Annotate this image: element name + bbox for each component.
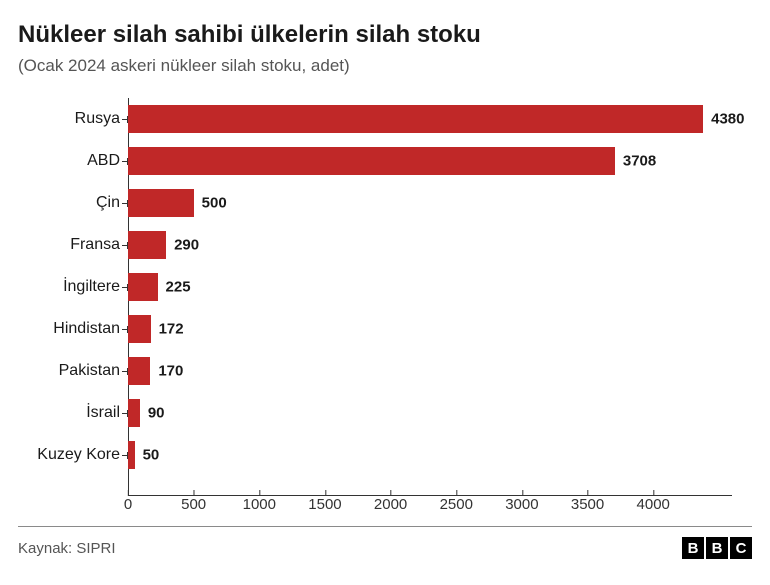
bar-category-label: Pakistan — [18, 362, 122, 380]
chart-footer: Kaynak: SIPRI BBC — [18, 526, 752, 559]
bar-value-label: 500 — [202, 195, 227, 212]
bar-fill — [128, 273, 158, 301]
bar-value-label: 4380 — [711, 111, 744, 128]
bar-value-label: 170 — [158, 363, 183, 380]
logo-block: B — [682, 537, 704, 559]
bar-series: Rusya 4380 ABD 3708 Çin 500 Fransa 290 İngiltere… — [18, 98, 752, 476]
bar-category-label: İngiltere — [18, 278, 122, 296]
bar-fill — [128, 189, 194, 217]
bar-fill — [128, 105, 703, 133]
bar-row: Rusya 4380 — [18, 98, 752, 140]
logo-block: B — [706, 537, 728, 559]
x-tick-label: 1000 — [243, 496, 276, 513]
x-tick-label: 0 — [124, 496, 132, 513]
x-tick-label: 500 — [181, 496, 206, 513]
x-axis-ticks: 05001000150020002500300035004000 — [128, 496, 732, 518]
bar-track: 4380 — [128, 105, 732, 133]
chart-area: Rusya4380ABD3708Çin500Fransa290İngiltere… — [18, 98, 752, 518]
bar-value-label: 3708 — [623, 153, 656, 170]
bar-track: 90 — [128, 399, 732, 427]
bar-value-label: 90 — [148, 405, 165, 422]
bar-row: Fransa 290 — [18, 224, 752, 266]
bar-track: 500 — [128, 189, 732, 217]
source-label: Kaynak: SIPRI — [18, 540, 116, 557]
bar-category-label: İsrail — [18, 404, 122, 422]
bar-track: 290 — [128, 231, 732, 259]
bar-row: Çin 500 — [18, 182, 752, 224]
bar-track: 50 — [128, 441, 732, 469]
x-tick-label: 1500 — [308, 496, 341, 513]
bar-row: ABD 3708 — [18, 140, 752, 182]
bar-fill — [128, 231, 166, 259]
chart-subtitle: (Ocak 2024 askeri nükleer silah stoku, a… — [18, 56, 752, 76]
bar-track: 3708 — [128, 147, 732, 175]
bar-fill — [128, 147, 615, 175]
bar-row: Pakistan 170 — [18, 350, 752, 392]
bar-value-label: 172 — [159, 321, 184, 338]
bar-value-label: 50 — [143, 447, 160, 464]
x-tick-label: 2000 — [374, 496, 407, 513]
bar-row: İngiltere 225 — [18, 266, 752, 308]
bar-track: 225 — [128, 273, 732, 301]
bar-row: Hindistan 172 — [18, 308, 752, 350]
bar-category-label: Fransa — [18, 236, 122, 254]
bar-fill — [128, 441, 135, 469]
bbc-logo: BBC — [682, 537, 752, 559]
logo-block: C — [730, 537, 752, 559]
bar-value-label: 290 — [174, 237, 199, 254]
x-tick-label: 4000 — [637, 496, 670, 513]
bar-category-label: Hindistan — [18, 320, 122, 338]
bar-value-label: 225 — [166, 279, 191, 296]
bar-fill — [128, 399, 140, 427]
x-tick-label: 3500 — [571, 496, 604, 513]
bar-track: 170 — [128, 357, 732, 385]
chart-title: Nükleer silah sahibi ülkelerin silah sto… — [18, 20, 752, 50]
bar-track: 172 — [128, 315, 732, 343]
x-tick-label: 3000 — [505, 496, 538, 513]
bar-category-label: Rusya — [18, 110, 122, 128]
bar-fill — [128, 315, 151, 343]
bar-category-label: Kuzey Kore — [18, 446, 122, 464]
bar-category-label: Çin — [18, 194, 122, 212]
bar-row: Kuzey Kore 50 — [18, 434, 752, 476]
bar-fill — [128, 357, 150, 385]
x-tick-label: 2500 — [440, 496, 473, 513]
bar-category-label: ABD — [18, 152, 122, 170]
bar-row: İsrail 90 — [18, 392, 752, 434]
